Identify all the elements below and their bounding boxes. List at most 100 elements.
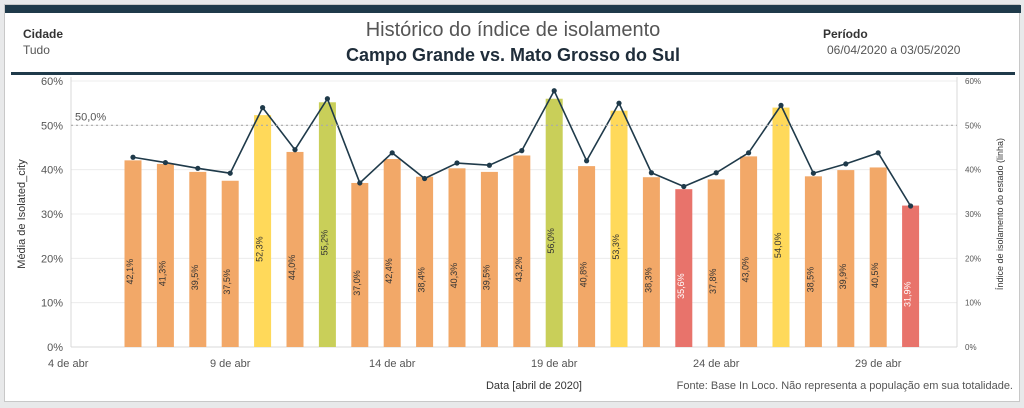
x-axis-ticks: 4 de abr 9 de abr 14 de abr 19 de abr 24 de … xyxy=(48,358,902,370)
x-tick-label: 4 de abr xyxy=(48,358,89,370)
y2-tick-label: 10% xyxy=(965,299,981,308)
period-filter-label: Período xyxy=(823,27,868,41)
bar xyxy=(124,160,142,347)
y2-axis-label: Índice de isolamento do estado (linha) xyxy=(995,138,1005,290)
bar-value-label: 43,0% xyxy=(741,257,751,283)
bar xyxy=(707,179,725,347)
line-point xyxy=(130,154,136,160)
line-point xyxy=(227,170,233,176)
line-point xyxy=(357,180,363,186)
bar-value-label: 39,9% xyxy=(838,264,848,290)
bar xyxy=(318,102,336,347)
x-tick-label: 29 de abr xyxy=(855,358,902,370)
line-point xyxy=(260,105,266,111)
bar-value-label: 39,5% xyxy=(481,265,491,291)
bar-value-label: 56,0% xyxy=(546,228,556,254)
reference-line-label: 50,0% xyxy=(75,111,106,123)
bar-series xyxy=(124,98,920,348)
bar xyxy=(448,168,466,347)
line-point xyxy=(389,150,395,156)
line-point xyxy=(908,203,914,209)
y2-axis-ticks: 0% 10% 20% 30% 40% 50% 60% xyxy=(965,77,981,352)
bar-value-label: 37,5% xyxy=(222,269,232,295)
line-point xyxy=(746,150,752,156)
source-note: Fonte: Base In Loco. Não representa a po… xyxy=(677,380,1013,392)
line-point xyxy=(195,165,201,171)
y-tick-label: 50% xyxy=(41,120,63,132)
bar-value-label: 44,0% xyxy=(287,255,297,281)
y-tick-label: 0% xyxy=(47,342,63,354)
line-point xyxy=(616,100,622,106)
bar xyxy=(545,98,563,347)
city-filter-label: Cidade xyxy=(23,27,64,41)
bar-value-label: 41,3% xyxy=(157,261,167,287)
bar xyxy=(189,171,207,347)
y2-tick-label: 60% xyxy=(965,77,981,86)
y2-tick-label: 30% xyxy=(965,210,981,219)
line-point xyxy=(454,160,460,166)
line-point xyxy=(162,159,168,166)
bar xyxy=(351,182,369,347)
x-tick-label: 9 de abr xyxy=(210,358,251,370)
bar-value-label: 42,4% xyxy=(384,258,394,284)
line-point xyxy=(681,183,687,190)
header-separator xyxy=(11,72,1015,75)
y-tick-label: 20% xyxy=(41,253,63,265)
line-point xyxy=(648,170,655,176)
bar-value-label: 31,9% xyxy=(903,282,913,308)
bar-value-label: 38,5% xyxy=(805,267,815,293)
bar-value-label: 35,6% xyxy=(676,273,686,299)
line-point xyxy=(875,150,881,156)
bar xyxy=(772,107,790,347)
bar xyxy=(837,170,855,347)
dashboard-frame: Cidade Tudo Histórico do índice de isola… xyxy=(4,4,1021,402)
bar xyxy=(513,155,531,347)
period-filter-value[interactable]: 06/04/2020 a 03/05/2020 xyxy=(827,43,961,57)
x-tick-label: 24 de abr xyxy=(693,358,740,370)
bar-value-label: 40,8% xyxy=(579,262,589,288)
x-axis-label: Data [abril de 2020] xyxy=(486,380,582,392)
bar xyxy=(254,115,272,348)
bar-value-label: 39,5% xyxy=(190,265,200,291)
bar-labels: 42,1% 41,3% 39,5% 37,5% 52,3% 44,0% 55,2% 37,0%… xyxy=(125,228,913,307)
bar-value-label: 52,3% xyxy=(255,236,265,262)
line-point xyxy=(292,147,298,153)
bar xyxy=(221,180,239,347)
line-point xyxy=(422,175,428,182)
y2-tick-label: 40% xyxy=(965,166,981,175)
x-tick-label: 14 de abr xyxy=(369,358,416,370)
bar-value-label: 53,3% xyxy=(611,234,621,260)
bar-value-label: 40,5% xyxy=(870,262,880,288)
isolation-chart: 0% 10% 20% 30% 40% 50% 60% 0% 10% 20% 30% 40% 50% 60… xyxy=(16,76,1013,392)
bar-value-label: 38,3% xyxy=(643,267,653,293)
y-tick-label: 10% xyxy=(41,298,63,310)
bar xyxy=(675,189,693,347)
bar-value-label: 37,0% xyxy=(352,270,362,296)
bar xyxy=(740,156,758,347)
bar-value-label: 38,4% xyxy=(417,267,427,293)
chart-title: Histórico do índice de isolamento xyxy=(365,19,661,41)
bar-value-label: 42,1% xyxy=(125,259,135,285)
bar-value-label: 55,2% xyxy=(319,230,329,256)
line-point xyxy=(843,161,849,167)
y-tick-label: 40% xyxy=(41,165,63,177)
bar-value-label: 40,3% xyxy=(449,263,459,289)
bar xyxy=(610,110,628,347)
line-point xyxy=(810,170,817,176)
bar xyxy=(156,163,174,347)
line-point xyxy=(324,96,330,102)
x-tick-label: 19 de abr xyxy=(531,358,578,370)
line-point xyxy=(584,158,590,164)
y2-tick-label: 0% xyxy=(965,343,977,352)
line-point xyxy=(486,162,492,168)
y-axis-label: Média de Isolated_city xyxy=(16,159,28,269)
bar-value-label: 37,8% xyxy=(708,268,718,294)
bar xyxy=(416,176,434,347)
line-point xyxy=(778,102,784,108)
line-point xyxy=(551,88,557,94)
y2-tick-label: 50% xyxy=(965,121,981,130)
bar xyxy=(869,167,887,347)
city-filter-value[interactable]: Tudo xyxy=(23,43,50,57)
line-point xyxy=(519,148,525,154)
bar xyxy=(480,171,498,347)
